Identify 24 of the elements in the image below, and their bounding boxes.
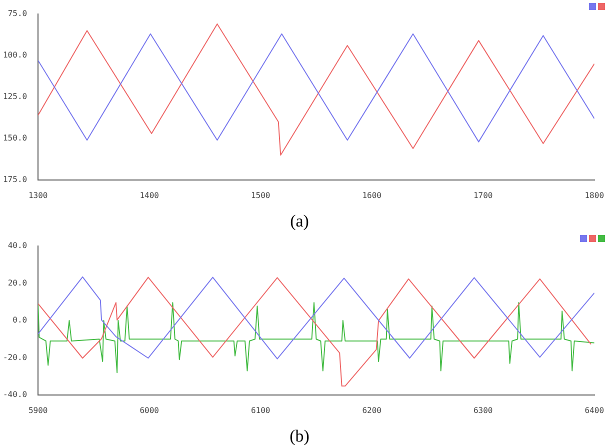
y-tick-label: 75.0	[8, 9, 28, 18]
text: (a)	[290, 211, 309, 230]
x-tick-label: 1400	[140, 190, 160, 200]
x-tick-label: 6400	[584, 406, 604, 415]
x-tick-label: 6200	[362, 406, 382, 415]
x-tick-label: 1800	[584, 190, 604, 200]
y-tick-label: 40.0	[8, 241, 28, 250]
x-tick-label: 1500	[250, 190, 270, 200]
x-tick-label: 6100	[250, 406, 270, 415]
y-tick-label: 20.0	[8, 278, 28, 288]
y-tick-label: 0.0	[12, 316, 28, 325]
x-tick-label: 5900	[28, 406, 48, 415]
y-tick-label: 100.0	[2, 50, 28, 60]
y-tick-label: 175.0	[2, 175, 28, 184]
y-tick-label: -20.0	[2, 352, 28, 362]
x-tick-label: 6000	[140, 406, 160, 415]
x-tick-label: 1700	[473, 190, 493, 200]
y-tick-label: 150.0	[2, 134, 28, 143]
x-tick-label: 1300	[28, 190, 48, 200]
y-tick-label: -40.0	[2, 390, 28, 400]
x-tick-label: 6300	[473, 406, 493, 415]
text: (b)	[290, 426, 310, 446]
x-tick-label: 1600	[362, 190, 382, 200]
y-tick-label: 125.0	[2, 92, 28, 102]
